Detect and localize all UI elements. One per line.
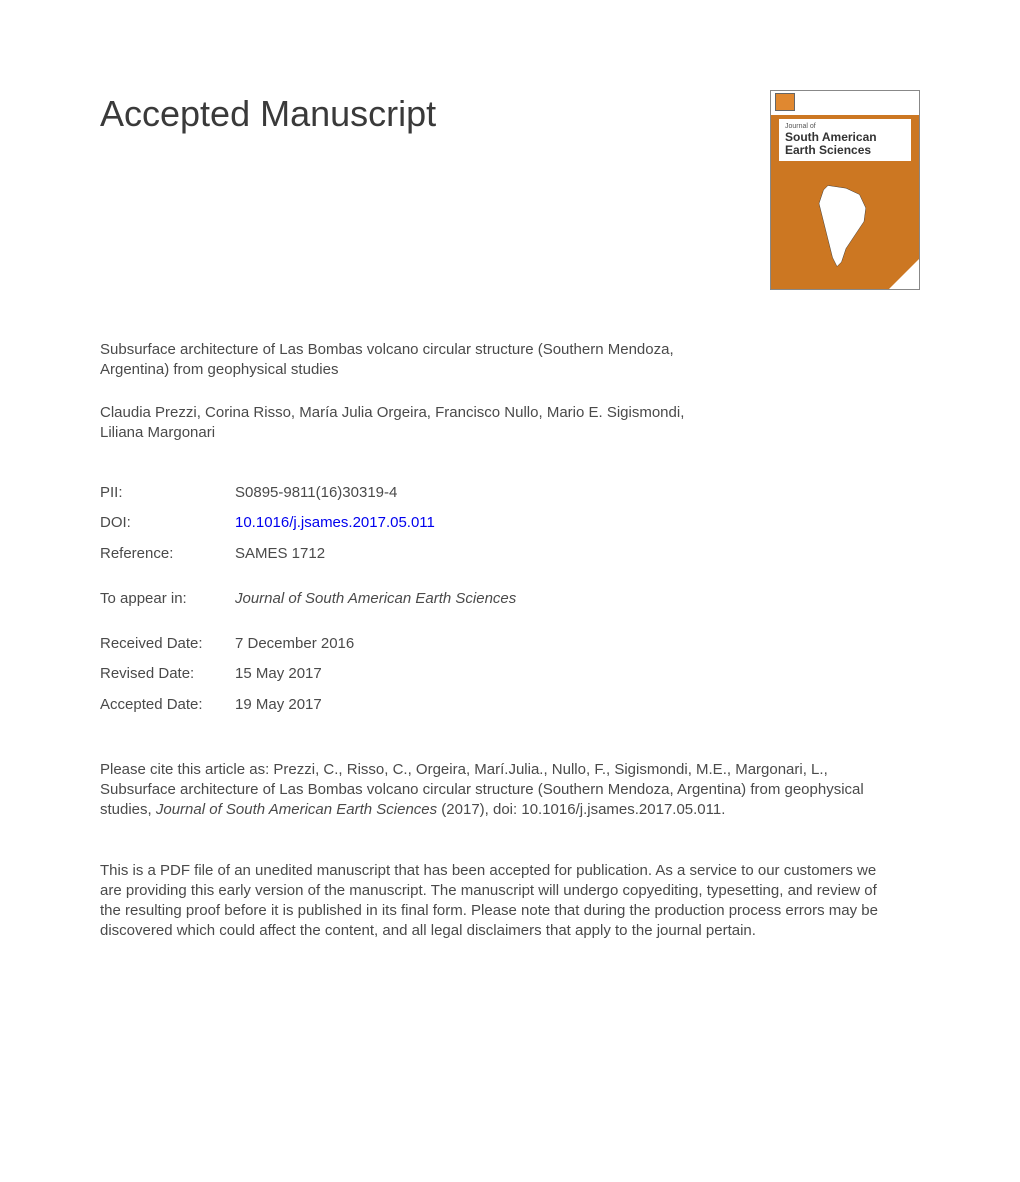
revised-date-row: Revised Date: 15 May 2017 bbox=[100, 664, 920, 684]
reference-label: Reference: bbox=[100, 544, 235, 564]
doi-label: DOI: bbox=[100, 513, 235, 533]
doi-row: DOI: 10.1016/j.jsames.2017.05.011 bbox=[100, 513, 920, 533]
pii-value: S0895-9811(16)30319-4 bbox=[235, 483, 920, 503]
metadata-table: PII: S0895-9811(16)30319-4 DOI: 10.1016/… bbox=[100, 483, 920, 564]
header-row: Accepted Manuscript Journal of South Ame… bbox=[100, 90, 920, 290]
page-curl-icon bbox=[889, 259, 919, 289]
south-america-map-icon bbox=[801, 181, 891, 271]
pii-label: PII: bbox=[100, 483, 235, 503]
accepted-value: 19 May 2017 bbox=[235, 695, 920, 715]
dates-block: Received Date: 7 December 2016 Revised D… bbox=[100, 634, 920, 715]
received-label: Received Date: bbox=[100, 634, 235, 654]
pii-row: PII: S0895-9811(16)30319-4 bbox=[100, 483, 920, 503]
to-appear-value: Journal of South American Earth Sciences bbox=[235, 589, 920, 609]
citation-text: Please cite this article as: Prezzi, C.,… bbox=[100, 760, 890, 821]
journal-cover-thumbnail: Journal of South American Earth Sciences bbox=[770, 90, 920, 290]
journal-name-line1: South American bbox=[785, 131, 905, 144]
received-value: 7 December 2016 bbox=[235, 634, 920, 654]
revised-label: Revised Date: bbox=[100, 664, 235, 684]
accepted-label: Accepted Date: bbox=[100, 695, 235, 715]
authors-list: Claudia Prezzi, Corina Risso, María Juli… bbox=[100, 403, 720, 444]
received-date-row: Received Date: 7 December 2016 bbox=[100, 634, 920, 654]
journal-cover-title: Journal of South American Earth Sciences bbox=[779, 119, 911, 161]
citation-journal-name: Journal of South American Earth Sciences bbox=[156, 801, 437, 818]
article-title: Subsurface architecture of Las Bombas vo… bbox=[100, 340, 700, 381]
journal-name-line2: Earth Sciences bbox=[785, 144, 905, 157]
to-appear-label: To appear in: bbox=[100, 589, 235, 609]
reference-row: Reference: SAMES 1712 bbox=[100, 544, 920, 564]
doi-link[interactable]: 10.1016/j.jsames.2017.05.011 bbox=[235, 513, 920, 533]
reference-value: SAMES 1712 bbox=[235, 544, 920, 564]
disclaimer-text: This is a PDF file of an unedited manusc… bbox=[100, 861, 900, 942]
citation-suffix: (2017), doi: 10.1016/j.jsames.2017.05.01… bbox=[437, 801, 725, 818]
revised-value: 15 May 2017 bbox=[235, 664, 920, 684]
accepted-date-row: Accepted Date: 19 May 2017 bbox=[100, 695, 920, 715]
publisher-logo-icon bbox=[775, 93, 795, 111]
to-appear-block: To appear in: Journal of South American … bbox=[100, 589, 920, 609]
accepted-manuscript-heading: Accepted Manuscript bbox=[100, 90, 436, 139]
